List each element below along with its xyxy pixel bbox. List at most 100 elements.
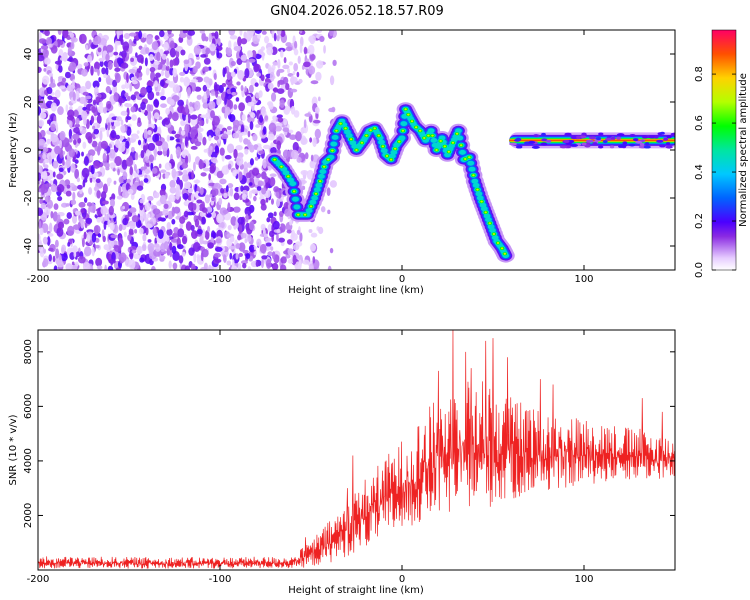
noise-blob bbox=[72, 224, 80, 230]
noise-blob bbox=[107, 122, 111, 131]
noise-blob bbox=[244, 238, 248, 244]
noise-blob bbox=[240, 232, 247, 239]
noise-blob bbox=[270, 142, 274, 148]
noise-blob bbox=[284, 107, 289, 115]
noise-blob bbox=[230, 235, 235, 243]
track-blob bbox=[322, 165, 326, 168]
x-tick-label: 0 bbox=[399, 274, 405, 285]
noise-blob bbox=[62, 30, 69, 39]
noise-blob bbox=[124, 79, 130, 90]
noise-blob bbox=[171, 245, 177, 254]
noise-blob bbox=[98, 101, 104, 108]
noise-blob bbox=[314, 106, 320, 114]
noise-blob bbox=[88, 39, 92, 45]
noise-blob bbox=[236, 81, 241, 86]
track-blob bbox=[289, 181, 297, 187]
noise-blob bbox=[226, 71, 231, 81]
noise-blob bbox=[267, 82, 274, 90]
carrier-speckle bbox=[665, 145, 673, 149]
noise-blob bbox=[239, 30, 243, 36]
x-tick-label: 0 bbox=[399, 574, 405, 585]
noise-blob bbox=[220, 187, 225, 194]
noise-blob bbox=[248, 244, 255, 253]
noise-blob bbox=[41, 75, 50, 85]
carrier-speckle bbox=[531, 145, 540, 149]
noise-blob bbox=[104, 264, 107, 270]
noise-blob bbox=[264, 115, 269, 121]
noise-blob bbox=[42, 258, 49, 267]
track-blob bbox=[377, 134, 380, 137]
noise-blob bbox=[95, 96, 101, 104]
noise-blob bbox=[81, 68, 88, 77]
noise-blob bbox=[276, 34, 280, 42]
carrier-speckle bbox=[585, 139, 594, 143]
noise-blob bbox=[125, 157, 134, 167]
noise-blob bbox=[73, 127, 81, 134]
noise-blob bbox=[254, 82, 259, 87]
noise-blob bbox=[121, 84, 127, 90]
noise-blob bbox=[210, 151, 218, 159]
noise-blob bbox=[315, 60, 324, 69]
noise-blob bbox=[310, 80, 319, 85]
noise-blob bbox=[127, 234, 132, 242]
noise-blob bbox=[247, 50, 253, 59]
noise-blob bbox=[292, 141, 299, 152]
noise-blob bbox=[96, 190, 101, 199]
noise-blob bbox=[208, 100, 216, 110]
noise-blob bbox=[50, 74, 53, 85]
noise-blob bbox=[119, 135, 123, 142]
carrier-speckle bbox=[541, 132, 546, 136]
noise-blob bbox=[54, 89, 61, 99]
noise-blob bbox=[129, 220, 136, 230]
noise-blob bbox=[120, 124, 126, 133]
noise-blob bbox=[92, 80, 100, 89]
noise-blob bbox=[172, 262, 178, 270]
noise-blob bbox=[94, 225, 99, 235]
noise-blob bbox=[244, 85, 247, 93]
noise-blob bbox=[74, 123, 81, 128]
x-tick-label: -100 bbox=[209, 274, 232, 285]
noise-blob bbox=[65, 104, 69, 113]
noise-blob bbox=[81, 167, 90, 179]
colorbar-tick-label: 0.6 bbox=[694, 115, 705, 131]
noise-blob bbox=[270, 92, 277, 102]
noise-blob bbox=[308, 228, 313, 234]
x-tick-label: 100 bbox=[574, 574, 593, 585]
noise-blob bbox=[50, 123, 56, 132]
noise-blob bbox=[240, 54, 248, 62]
track-blob bbox=[349, 138, 353, 141]
noise-blob bbox=[307, 44, 315, 55]
noise-blob bbox=[144, 169, 150, 175]
noise-blob bbox=[104, 162, 110, 169]
noise-blob bbox=[67, 242, 71, 247]
noise-blob bbox=[189, 131, 196, 139]
noise-blob bbox=[140, 150, 145, 159]
noise-blob bbox=[231, 91, 237, 96]
carrier-speckle bbox=[622, 141, 628, 145]
noise-blob bbox=[264, 175, 269, 183]
noise-blob bbox=[245, 213, 249, 223]
noise-blob bbox=[159, 79, 165, 87]
noise-blob bbox=[185, 104, 189, 113]
noise-blob bbox=[230, 60, 236, 67]
noise-blob bbox=[152, 133, 160, 143]
noise-blob bbox=[235, 156, 244, 166]
noise-blob bbox=[224, 106, 231, 116]
noise-blob bbox=[52, 211, 59, 222]
noise-blob bbox=[90, 65, 94, 76]
noise-blob bbox=[115, 134, 121, 140]
noise-blob bbox=[289, 219, 293, 226]
noise-blob bbox=[76, 177, 81, 183]
noise-blob bbox=[127, 188, 134, 195]
noise-blob bbox=[277, 117, 284, 123]
noise-blob bbox=[216, 213, 223, 224]
track-blob bbox=[373, 127, 376, 130]
track-blob bbox=[344, 127, 347, 130]
noise-blob bbox=[296, 229, 301, 235]
track-blob bbox=[468, 166, 476, 172]
noise-blob bbox=[230, 71, 236, 78]
noise-blob bbox=[272, 220, 280, 230]
noise-blob bbox=[123, 32, 131, 40]
noise-blob bbox=[128, 231, 134, 236]
noise-blob bbox=[258, 115, 264, 123]
